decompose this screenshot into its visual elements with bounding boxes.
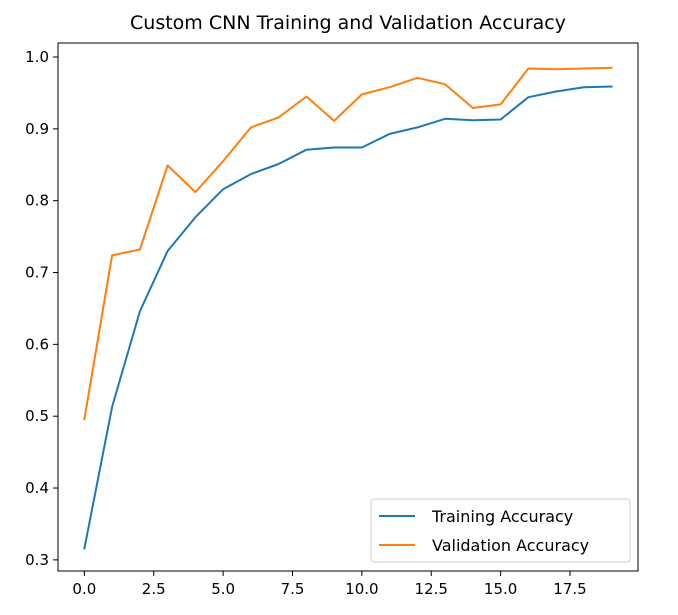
axes-frame bbox=[57, 42, 639, 572]
legend-label-validation: Validation Accuracy bbox=[432, 536, 589, 555]
legend: Training Accuracy Validation Accuracy bbox=[370, 498, 631, 563]
y-tick-label: 0.4 bbox=[25, 479, 49, 497]
y-tick-label: 0.5 bbox=[25, 407, 49, 425]
y-tick-label: 0.6 bbox=[25, 335, 49, 353]
x-tick-label: 17.5 bbox=[553, 580, 586, 598]
legend-label-training: Training Accuracy bbox=[431, 507, 573, 526]
y-tick-label: 1.0 bbox=[25, 48, 49, 66]
x-tick-label: 12.5 bbox=[415, 580, 448, 598]
x-tick-label: 5.0 bbox=[211, 580, 235, 598]
x-tick-label: 7.5 bbox=[281, 580, 305, 598]
x-tick-label: 10.0 bbox=[345, 580, 378, 598]
chart-title: Custom CNN Training and Validation Accur… bbox=[130, 12, 566, 34]
y-tick-label: 0.9 bbox=[25, 120, 49, 138]
series-line-validation bbox=[83, 66, 613, 421]
plot-area bbox=[83, 66, 613, 550]
y-tick-label: 0.8 bbox=[25, 192, 49, 210]
legend-box bbox=[370, 498, 631, 563]
series-line-training bbox=[83, 85, 613, 550]
axes: 0.0 2.5 5.0 7.5 10.0 12.5 15.0 17.5 0.3 0.4 0.5 0.6… bbox=[25, 42, 639, 598]
x-tick-label: 0.0 bbox=[72, 580, 96, 598]
x-tick-label: 15.0 bbox=[484, 580, 517, 598]
y-tick-label: 0.3 bbox=[25, 551, 49, 569]
x-tick-label: 2.5 bbox=[142, 580, 166, 598]
y-tick-label: 0.7 bbox=[25, 264, 49, 282]
